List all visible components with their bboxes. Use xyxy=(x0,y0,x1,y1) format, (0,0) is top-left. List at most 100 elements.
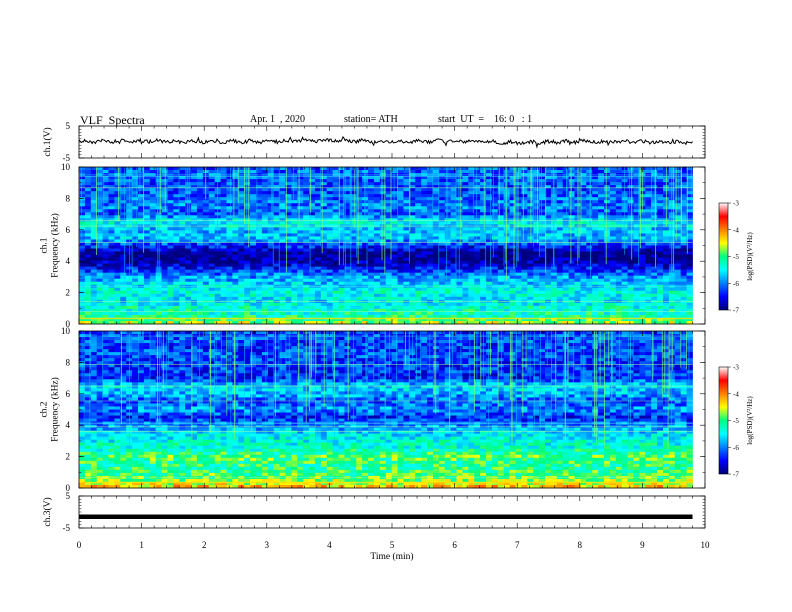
spectrogram-cell xyxy=(450,170,457,174)
spectrogram-cell xyxy=(232,254,239,258)
spectrogram-cell xyxy=(615,233,623,237)
spectrogram-cell xyxy=(580,182,587,186)
spectrogram-cell xyxy=(503,239,511,243)
spectrogram-cell xyxy=(480,206,487,210)
spectrogram-cell xyxy=(615,305,623,310)
spectrogram-cell xyxy=(427,182,434,186)
spectrogram-cell xyxy=(143,248,151,252)
spectrogram-cell xyxy=(556,182,564,186)
spectrogram-cell xyxy=(480,170,487,174)
spectrogram-cell xyxy=(568,278,575,283)
spectrogram-cell xyxy=(255,281,263,286)
spectrogram-cell xyxy=(680,227,687,231)
spectrogram-cell xyxy=(350,215,357,219)
spectrogram-cell xyxy=(167,281,174,286)
spectrogram-cell xyxy=(385,272,393,277)
spectrogram-cell xyxy=(208,170,216,174)
spectrogram-cell xyxy=(462,170,469,174)
spectrogram-cell xyxy=(592,257,599,261)
spectrogram-cell xyxy=(373,197,381,201)
spectrogram-cell xyxy=(686,272,693,277)
spectrogram-cell xyxy=(167,248,174,252)
spectrogram-cell xyxy=(196,239,204,243)
spectrogram-cell xyxy=(651,302,658,307)
spectrogram-cell xyxy=(338,203,345,207)
spectrogram-cell xyxy=(202,212,210,216)
spectrogram-cell xyxy=(397,269,404,274)
spectrogram-cell xyxy=(633,254,640,258)
spectrogram-cell xyxy=(185,296,192,301)
spectrogram-cell xyxy=(173,260,180,265)
spectrogram-cell xyxy=(586,236,593,240)
spectrogram-cell xyxy=(545,254,552,258)
spectrogram-cell xyxy=(574,281,581,286)
spectrogram-cell xyxy=(273,167,280,171)
spectrogram-cell xyxy=(90,182,98,186)
spectrogram-cell xyxy=(385,215,393,219)
spectrogram-cell xyxy=(96,281,103,286)
spectrogram-cell xyxy=(668,188,676,192)
spectrogram-cell xyxy=(344,209,351,213)
spectrogram-cell xyxy=(185,302,192,307)
spectrogram-cell xyxy=(432,302,440,307)
spectrogram-cell xyxy=(132,251,139,255)
spectrogram-cell xyxy=(261,272,269,277)
spectrogram-cell xyxy=(261,221,269,225)
spectrogram-cell xyxy=(214,305,221,310)
spectrogram-cell xyxy=(556,233,564,237)
spectrogram-cell xyxy=(609,209,617,213)
spectrogram-cell xyxy=(645,245,652,249)
spectrogram-cell xyxy=(657,278,664,283)
spectrogram-cell xyxy=(515,278,522,283)
spectrogram-cell xyxy=(556,176,564,180)
spectrogram-cell xyxy=(379,302,387,307)
spectrogram-cell xyxy=(79,170,86,174)
spectrogram-cell xyxy=(179,230,186,234)
spectrogram-cell xyxy=(592,215,599,219)
spectrogram-cell xyxy=(344,254,351,258)
spectrogram-cell xyxy=(657,287,664,292)
spectrogram-cell xyxy=(651,257,658,261)
spectrogram-cell xyxy=(79,212,86,216)
spectrogram-cell xyxy=(686,248,693,252)
spectrogram-cell xyxy=(645,260,652,265)
spectrogram-cell xyxy=(515,203,522,207)
spectrogram-cell xyxy=(403,200,410,204)
spectrogram-cell xyxy=(297,176,304,180)
spectrogram-cell xyxy=(161,188,168,192)
spectrogram-cell xyxy=(303,254,310,258)
spectrogram-cell xyxy=(102,179,109,183)
spectrogram-cell xyxy=(379,260,387,265)
spectrogram-cell xyxy=(161,167,168,171)
spectrogram-cell xyxy=(562,191,570,195)
spectrogram-cell xyxy=(185,182,192,186)
spectrogram-cell xyxy=(261,179,269,183)
spectrogram-cell xyxy=(132,236,139,240)
spectrogram-cell xyxy=(179,194,186,198)
spectrogram-cell xyxy=(132,287,139,292)
spectrogram-cell xyxy=(368,239,375,243)
spectrogram-cell xyxy=(668,293,676,298)
spectrogram-cell xyxy=(208,248,216,252)
spectrogram-cell xyxy=(350,281,357,286)
spectrogram-cell xyxy=(604,233,611,237)
spectrogram-cell xyxy=(686,254,693,258)
spectrogram-cell xyxy=(432,239,440,243)
spectrogram-cell xyxy=(645,197,652,201)
spectrogram-cell xyxy=(149,278,157,283)
spectrogram-cell xyxy=(379,197,387,201)
spectrogram-cell xyxy=(497,269,505,274)
spectrogram-cell xyxy=(379,233,387,237)
spectrogram-cell xyxy=(79,308,86,313)
spectrogram-cell xyxy=(356,242,363,246)
spectrogram-cell xyxy=(244,239,251,243)
spectrogram-cell xyxy=(362,266,369,271)
spectrogram-cell xyxy=(674,239,682,243)
spectrogram-cell xyxy=(79,251,86,255)
spectrogram-cell xyxy=(232,233,239,237)
spectrogram-cell xyxy=(615,296,623,301)
spectrogram-cell xyxy=(539,215,546,219)
spectrogram-cell xyxy=(409,278,416,283)
spectrogram-cell xyxy=(226,194,233,198)
spectrogram-cell xyxy=(179,212,186,216)
